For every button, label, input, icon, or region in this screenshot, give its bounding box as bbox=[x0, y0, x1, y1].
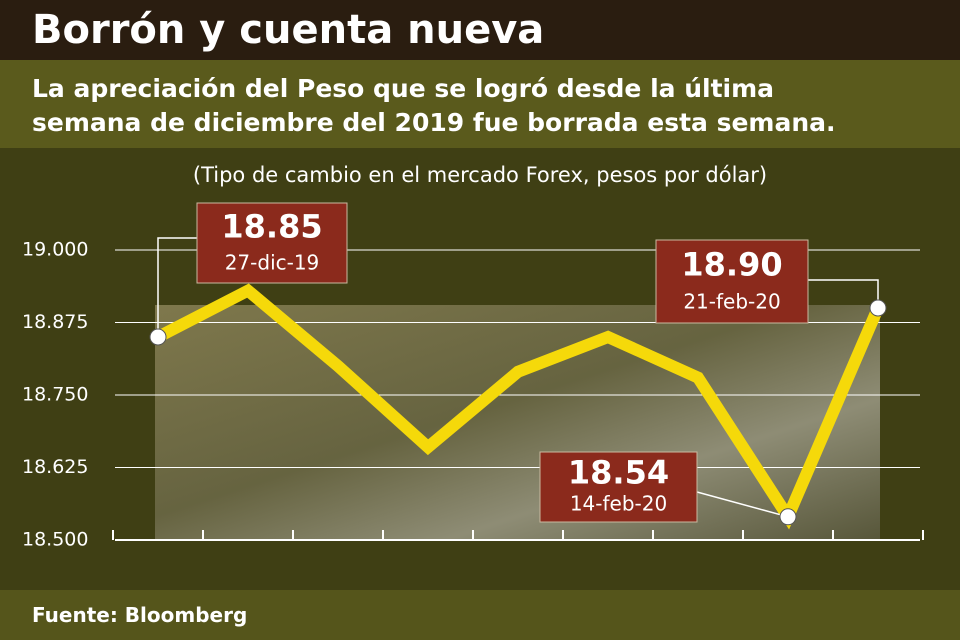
value-label: 18.90 bbox=[681, 246, 782, 284]
y-tick-label: 18.750 bbox=[22, 384, 88, 406]
y-tick-label: 18.625 bbox=[22, 456, 88, 478]
series-line bbox=[155, 283, 884, 530]
chart: (Tipo de cambio en el mercado Forex, pes… bbox=[22, 163, 924, 551]
callout-connector bbox=[157, 237, 197, 337]
point bbox=[779, 508, 797, 526]
callout-connector bbox=[808, 279, 879, 308]
x-tick-label: 21-feb-20 bbox=[683, 290, 780, 314]
x-tick-label: 27-dic-19 bbox=[225, 250, 320, 274]
subtitle-band: La apreciación del Peso que se logró des… bbox=[0, 60, 960, 148]
y-tick-label: 19.000 bbox=[22, 239, 88, 261]
value-label: 18.54 bbox=[568, 453, 669, 491]
callout-box bbox=[196, 202, 348, 284]
y-tick-label: 18.500 bbox=[22, 529, 88, 551]
x-tick-label: 14-feb-20 bbox=[570, 492, 667, 516]
source: Fuente: Bloomberg bbox=[0, 590, 960, 640]
callout-connector bbox=[696, 491, 789, 518]
axis-label: (Tipo de cambio en el mercado Forex, pes… bbox=[193, 163, 767, 187]
background-photo bbox=[155, 305, 880, 540]
callout-box bbox=[655, 239, 809, 324]
value-label: 18.85 bbox=[221, 208, 322, 246]
chart-title: Borrón y cuenta nueva bbox=[0, 0, 960, 60]
point bbox=[149, 328, 167, 346]
point bbox=[869, 299, 887, 317]
callout-box bbox=[539, 451, 698, 523]
y-tick-label: 18.875 bbox=[22, 311, 88, 333]
chart-subtitle: La apreciación del Peso que se logró des… bbox=[32, 74, 836, 137]
